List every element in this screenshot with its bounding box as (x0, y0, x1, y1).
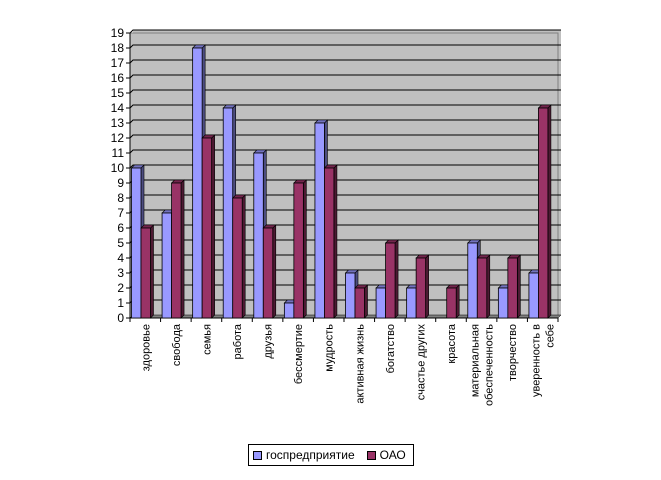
x-tick-label: работа (232, 323, 244, 359)
y-tick-label: 4 (117, 251, 124, 265)
x-tick-label: уверенность в (531, 324, 543, 397)
bar-gospredpriyatie (161, 212, 172, 319)
gridline (129, 104, 561, 109)
bar-gospredpriyatie (497, 287, 509, 319)
y-tick-label: 3 (117, 266, 124, 280)
y-tick-label: 5 (117, 236, 124, 250)
gridline (129, 74, 561, 79)
bar-oao (354, 287, 365, 319)
y-tick-label: 10 (111, 161, 125, 175)
legend-swatch-series-0 (253, 450, 262, 460)
gridline (129, 29, 561, 34)
x-tick-label: мудрость (324, 324, 336, 372)
x-tick-label: семья (201, 324, 213, 355)
bar-oao (385, 242, 396, 319)
x-tick-label: активная жизнь (354, 324, 366, 404)
bar-side (303, 179, 307, 319)
bar-side (333, 164, 338, 319)
y-tick-label: 16 (111, 71, 125, 85)
y-tick-label: 12 (111, 131, 125, 145)
bar-oao (324, 167, 335, 319)
bar-oao (171, 182, 182, 319)
bar-gospredpriyatie (192, 47, 203, 319)
y-tick-label: 6 (117, 221, 124, 235)
bar-gospredpriyatie (222, 107, 234, 319)
legend-label-series-1: ОАО (379, 448, 406, 462)
bar-side (364, 284, 368, 319)
legend-item-series-0: госпредприятие (253, 448, 363, 462)
y-tick-label: 9 (117, 176, 124, 190)
legend-item-series-1: ОАО (366, 448, 414, 462)
x-tick-label: бессмертие (293, 324, 305, 384)
bar-oao (293, 182, 304, 319)
bar-oao (140, 227, 151, 319)
x-tick-label: красота (446, 323, 458, 363)
legend-label-series-0: госпредприятие (266, 448, 355, 462)
gridline (129, 164, 561, 169)
bar-side (150, 224, 154, 319)
legend: госпредприятие ОАО (248, 444, 414, 466)
x-tick-label: свобода (171, 323, 183, 366)
y-tick-label: 8 (117, 191, 124, 205)
bar-side (455, 284, 460, 319)
y-tick-label: 17 (111, 56, 125, 70)
bar-side (547, 104, 552, 319)
bar-oao (262, 227, 274, 319)
y-tick-label: 14 (111, 101, 125, 115)
bar-side (180, 179, 185, 319)
bar-oao (446, 287, 457, 319)
gridline (129, 59, 561, 64)
gridline (129, 119, 561, 124)
bar-gospredpriyatie (528, 272, 539, 319)
legend-swatch-series-1 (366, 450, 376, 460)
gridline (129, 89, 561, 94)
y-tick-label: 11 (112, 146, 125, 160)
y-tick-label: 1 (117, 296, 124, 310)
bar-side (425, 254, 429, 319)
bar-gospredpriyatie (406, 287, 417, 319)
bar-gospredpriyatie (345, 272, 356, 319)
x-tick-label: себе (545, 324, 557, 348)
bar-oao (538, 107, 549, 319)
x-tick-label: друзья (263, 324, 275, 359)
x-tick-label: материальная (470, 324, 482, 397)
bar-gospredpriyatie (375, 287, 386, 319)
gridline (129, 44, 561, 49)
bar-side (486, 254, 491, 319)
x-tick-label: счастье других (415, 324, 427, 401)
bar-side (394, 239, 399, 319)
x-tick-label: здоровье (140, 324, 152, 371)
bar-gospredpriyatie (314, 122, 325, 319)
y-tick-label: 13 (111, 116, 125, 130)
y-tick-label: 7 (117, 206, 124, 220)
x-tick-label: обеспеченность (484, 324, 496, 406)
bar-oao (507, 257, 518, 319)
bar-side (241, 194, 246, 319)
bar-oao (415, 257, 427, 319)
bar-oao (476, 257, 488, 319)
x-tick-label: творчество (507, 324, 519, 381)
x-tick-label: богатство (385, 324, 397, 373)
gridline (129, 149, 561, 154)
bar-gospredpriyatie (283, 302, 295, 319)
bar-oao (201, 137, 213, 319)
bar-gospredpriyatie (131, 167, 142, 319)
bar-side (272, 224, 277, 319)
bar-side (211, 134, 215, 319)
bar-oao (232, 197, 243, 319)
bar-side (517, 254, 521, 319)
bar-gospredpriyatie (253, 152, 264, 319)
y-tick-label: 15 (111, 86, 125, 100)
y-tick-label: 0 (117, 311, 124, 325)
gridline (129, 134, 561, 139)
y-tick-label: 2 (117, 281, 124, 295)
y-tick-label: 19 (111, 26, 125, 40)
bar-gospredpriyatie (467, 242, 478, 319)
y-tick-label: 18 (111, 41, 125, 55)
